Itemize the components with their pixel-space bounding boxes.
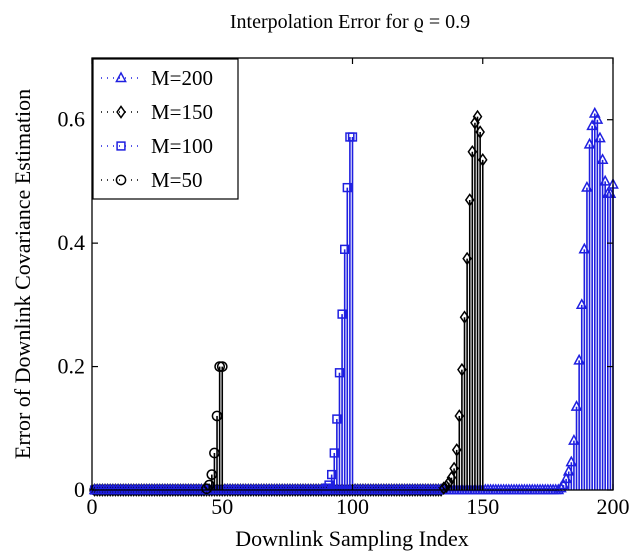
legend-marker: [115, 71, 127, 83]
stem-marker: [596, 153, 609, 165]
series-m-200: [555, 106, 619, 493]
stem-marker: [332, 414, 342, 424]
series-m-150-baseline: [89, 483, 446, 497]
stem-marker: [337, 309, 347, 319]
plot-frame: [91, 57, 614, 491]
x-tick-label: 50: [211, 494, 233, 519]
stem-marker: [599, 174, 612, 186]
legend-item: M=50: [101, 168, 203, 192]
legend-marker: [116, 141, 126, 151]
legend-box: [92, 58, 239, 200]
legend-label: M=150: [151, 100, 213, 124]
legend-label: M=200: [151, 66, 213, 90]
x-tick-label: 100: [336, 494, 369, 519]
legend-marker: [116, 105, 126, 119]
series-m-50: [201, 361, 228, 495]
x-tick-label: 200: [597, 494, 630, 519]
y-axis-title: Error of Downlink Covariance Estimation: [10, 89, 35, 459]
x-axis-title: Downlink Sampling Index: [235, 526, 468, 551]
x-tick-label: 0: [87, 494, 98, 519]
stem-marker: [321, 483, 332, 493]
y-tick-label: 0.6: [58, 107, 86, 132]
chart-title: Interpolation Error for ϱ = 0.9: [230, 11, 470, 33]
legend-label: M=50: [151, 168, 203, 192]
y-tick-label: 0: [74, 477, 85, 502]
stem-marker: [472, 109, 483, 124]
y-tick-label: 0.2: [58, 354, 86, 379]
stem-marker: [477, 153, 488, 167]
stem-marker: [347, 132, 358, 142]
stem-marker: [591, 113, 604, 124]
axis-ticks: 0 50 100 150 200 0 0.2 0.4 0.6: [58, 58, 630, 519]
y-tick-label: 0.4: [58, 230, 86, 255]
stem-marker: [216, 361, 228, 372]
legend: M=200 M=150 M=100 M=50: [92, 58, 239, 200]
legend-item: M=200: [101, 66, 213, 90]
stem-marker: [324, 480, 334, 490]
stem-marker: [594, 131, 606, 143]
legend-item: M=100: [101, 134, 213, 158]
stem-marker: [433, 483, 444, 497]
stem-marker: [329, 448, 339, 458]
stem-marker: [340, 244, 350, 254]
x-tick-label: 150: [466, 494, 499, 519]
legend-marker: [115, 174, 127, 186]
legend-label: M=100: [151, 134, 213, 158]
stem-marker: [334, 368, 345, 378]
stem-marker: [475, 125, 485, 139]
stem-marker: [588, 106, 601, 118]
series-m-100: [321, 132, 358, 493]
legend-item: M=150: [101, 100, 213, 124]
series-m-150: [438, 109, 488, 495]
stem-marker: [342, 182, 352, 193]
stem-marker: [327, 469, 337, 480]
